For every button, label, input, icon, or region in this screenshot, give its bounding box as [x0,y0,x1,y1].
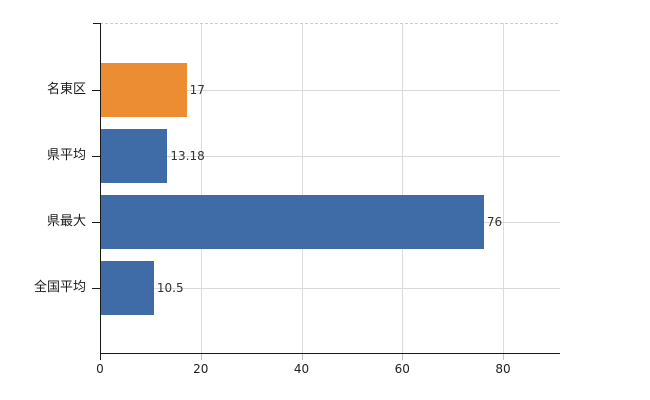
x-axis-tick-label: 80 [495,362,511,376]
bar-4 [101,260,154,315]
y-axis-top-tick [93,23,100,24]
x-axis-tick-label: 40 [293,362,310,376]
horizontal-gridline [100,89,560,91]
category-label: 県最大 [46,213,86,229]
bar-3 [101,194,484,249]
bar-2 [101,128,168,183]
horizontal-gridline [100,287,560,289]
vertical-gridline [402,23,404,353]
x-axis-tick-label: 20 [193,362,209,376]
y-axis-line [100,23,101,360]
x-axis-tick-label: 60 [394,362,410,376]
horizontal-gridline [100,155,560,157]
bar-value-label: 10.5 [156,280,184,295]
x-axis-tick-label: 0 [96,362,104,376]
x-axis-tick [200,354,202,360]
bar-value-label: 13.18 [170,148,205,163]
bar-value-label: 76 [486,214,503,229]
category-label: 名東区 [46,81,86,97]
bar-value-label: 17 [189,82,205,97]
bar-1 [101,62,187,117]
x-axis-tick [402,354,404,360]
vertical-gridline [503,23,505,353]
category-tick [92,89,100,91]
category-label: 全国平均 [33,279,86,295]
category-tick [92,221,100,223]
vertical-gridline [301,23,303,353]
plot-top-dashed-line [100,23,558,24]
category-tick [92,155,100,157]
x-axis-line [100,353,560,354]
x-axis-tick [503,354,505,360]
x-axis-tick [301,354,303,360]
vertical-gridline [200,23,202,353]
category-label: 県平均 [46,147,86,163]
plot-area: 17 13.18 76 10.5 [100,23,560,353]
category-tick [92,287,100,289]
